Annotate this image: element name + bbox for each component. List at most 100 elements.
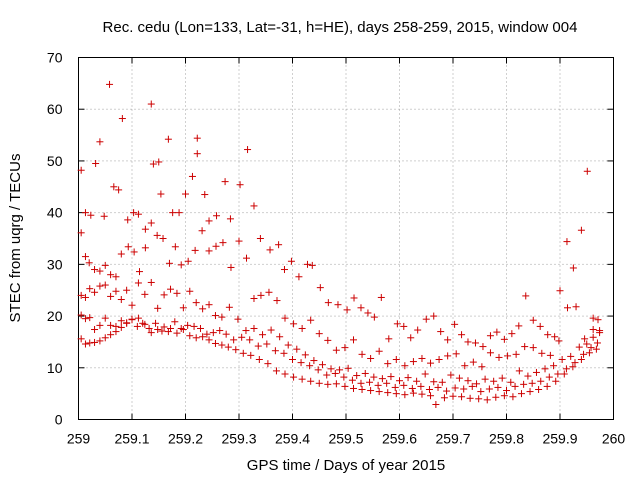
data-point (537, 377, 545, 385)
data-point (449, 392, 457, 400)
y-axis-label: STEC from uqrg / TECUs (7, 154, 24, 323)
data-point (383, 379, 391, 387)
y-tick-label: 30 (47, 256, 63, 272)
data-point (171, 318, 179, 326)
data-point (475, 395, 483, 403)
data-point (236, 181, 244, 189)
x-tick-label: 259.9 (542, 431, 577, 447)
data-point (81, 315, 89, 323)
data-point (77, 229, 85, 237)
data-point (101, 314, 109, 322)
data-point (485, 385, 493, 393)
data-point (124, 243, 132, 251)
data-point (422, 315, 430, 323)
data-point (77, 311, 85, 319)
data-point (81, 340, 89, 348)
data-point (301, 351, 309, 359)
data-point (153, 231, 161, 239)
data-point (490, 377, 498, 385)
data-point (396, 377, 403, 385)
data-point (123, 286, 131, 294)
data-point (192, 299, 200, 307)
data-point (106, 80, 114, 88)
data-point (577, 226, 585, 234)
data-point (464, 377, 472, 385)
data-point (509, 393, 517, 401)
data-point (226, 215, 234, 223)
data-point (528, 379, 536, 387)
data-point (96, 282, 104, 290)
data-point (101, 261, 109, 269)
data-point (160, 323, 168, 331)
data-point (421, 370, 429, 378)
data-point (555, 337, 563, 345)
data-point (556, 287, 564, 295)
data-point (128, 301, 136, 309)
data-point (434, 383, 442, 391)
data-point (191, 246, 199, 254)
data-point (541, 365, 549, 373)
data-point (186, 287, 194, 295)
data-point (587, 344, 595, 352)
data-point (96, 138, 104, 146)
data-point (367, 354, 375, 362)
data-point (235, 237, 243, 245)
data-point (409, 358, 417, 366)
data-point (483, 396, 491, 404)
data-point (324, 336, 332, 344)
data-point (370, 373, 378, 381)
data-point (307, 377, 315, 385)
data-point (267, 326, 275, 334)
data-point (353, 372, 361, 380)
data-point (96, 267, 104, 275)
data-point (91, 326, 99, 334)
data-point (177, 261, 185, 269)
data-point (493, 328, 501, 336)
data-point (159, 235, 167, 242)
data-point (147, 219, 155, 227)
data-point (560, 370, 568, 378)
data-point (589, 326, 597, 334)
data-point (244, 146, 252, 154)
data-point (157, 190, 165, 198)
data-point (336, 366, 344, 374)
data-point (520, 380, 528, 388)
data-point (504, 352, 512, 360)
data-point (112, 287, 120, 295)
data-point (212, 242, 220, 250)
data-point (246, 336, 254, 344)
data-point (569, 264, 577, 272)
data-point (331, 369, 339, 377)
data-point (128, 315, 136, 323)
data-point (341, 344, 349, 352)
data-point (201, 191, 209, 199)
data-point (437, 328, 445, 336)
data-point (400, 381, 408, 389)
data-point (198, 227, 206, 235)
data-point (107, 271, 115, 279)
data-point (280, 266, 288, 274)
data-point (391, 383, 399, 391)
data-point (287, 257, 295, 265)
data-point (444, 336, 452, 344)
data-point (257, 291, 265, 299)
data-point (165, 259, 173, 267)
data-point (96, 321, 104, 329)
data-point (479, 343, 487, 351)
data-point (589, 314, 597, 322)
data-point (205, 247, 213, 255)
data-point (477, 388, 485, 396)
data-point (387, 373, 395, 381)
data-point (256, 235, 264, 242)
data-point (492, 393, 500, 401)
data-point (392, 356, 400, 364)
data-point (529, 316, 537, 324)
data-point (203, 330, 211, 338)
data-point (171, 243, 179, 251)
x-tick-label: 260 (602, 431, 626, 447)
data-point (401, 362, 409, 370)
data-point (107, 321, 115, 329)
data-point (179, 304, 187, 312)
data-point (460, 385, 468, 393)
data-point (303, 260, 311, 268)
